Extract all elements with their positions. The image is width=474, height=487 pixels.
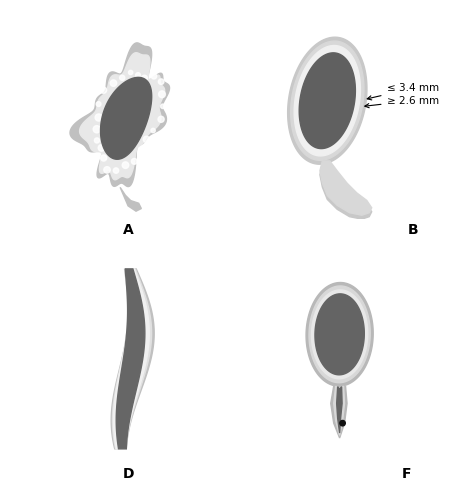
Circle shape xyxy=(151,73,157,79)
Polygon shape xyxy=(334,386,345,435)
Text: D: D xyxy=(122,467,134,481)
Text: F: F xyxy=(401,467,411,481)
Circle shape xyxy=(99,146,104,150)
Circle shape xyxy=(113,168,118,173)
Polygon shape xyxy=(311,290,368,379)
Circle shape xyxy=(100,155,107,161)
Text: ≥ 2.6 mm: ≥ 2.6 mm xyxy=(365,96,438,108)
Circle shape xyxy=(151,128,155,132)
Polygon shape xyxy=(291,41,364,160)
Circle shape xyxy=(111,80,116,86)
Circle shape xyxy=(143,136,150,143)
Polygon shape xyxy=(116,269,145,449)
Polygon shape xyxy=(315,294,365,375)
Polygon shape xyxy=(100,77,152,159)
Polygon shape xyxy=(294,45,360,156)
Circle shape xyxy=(131,158,137,165)
Polygon shape xyxy=(306,282,373,386)
Circle shape xyxy=(95,101,101,107)
Circle shape xyxy=(120,75,125,80)
Circle shape xyxy=(139,150,145,154)
Circle shape xyxy=(94,138,100,143)
Circle shape xyxy=(135,72,142,79)
Text: ≤ 3.4 mm: ≤ 3.4 mm xyxy=(367,83,438,100)
Circle shape xyxy=(159,91,165,97)
Circle shape xyxy=(142,75,147,81)
Polygon shape xyxy=(331,386,347,438)
Circle shape xyxy=(128,70,133,75)
Circle shape xyxy=(340,420,345,426)
Polygon shape xyxy=(80,53,164,180)
Circle shape xyxy=(161,104,165,109)
Circle shape xyxy=(159,117,164,122)
Circle shape xyxy=(103,166,111,173)
Text: B: B xyxy=(408,224,418,237)
Polygon shape xyxy=(309,286,370,383)
Circle shape xyxy=(101,88,106,93)
Polygon shape xyxy=(320,165,372,219)
Polygon shape xyxy=(120,187,141,211)
Polygon shape xyxy=(112,269,152,449)
Circle shape xyxy=(96,115,101,120)
Polygon shape xyxy=(337,387,342,433)
Polygon shape xyxy=(299,53,356,149)
Polygon shape xyxy=(111,269,154,449)
Circle shape xyxy=(158,79,164,85)
Polygon shape xyxy=(113,269,149,449)
Polygon shape xyxy=(288,37,367,164)
Text: A: A xyxy=(123,224,134,237)
Polygon shape xyxy=(320,161,372,215)
Polygon shape xyxy=(70,43,170,187)
Circle shape xyxy=(93,126,100,132)
Circle shape xyxy=(123,163,128,167)
